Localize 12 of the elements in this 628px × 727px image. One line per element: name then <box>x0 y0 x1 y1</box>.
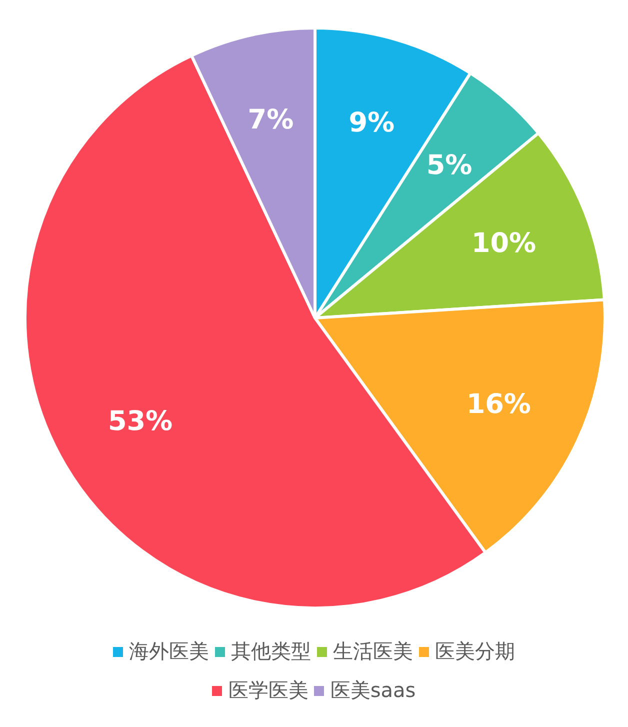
legend-label: 医美saas <box>330 677 416 704</box>
data-label: 53% <box>108 406 173 437</box>
legend-label: 医美分期 <box>435 638 515 665</box>
data-label: 10% <box>471 228 536 259</box>
data-label: 16% <box>466 388 531 420</box>
legend-label: 其他类型 <box>231 638 311 665</box>
data-label: 5% <box>426 150 472 182</box>
data-label: 7% <box>248 104 294 136</box>
legend-label: 海外医美 <box>129 638 209 665</box>
legend-label: 医学医美 <box>228 677 308 704</box>
data-label: 9% <box>348 108 395 139</box>
legend-label: 生活医美 <box>333 638 413 665</box>
